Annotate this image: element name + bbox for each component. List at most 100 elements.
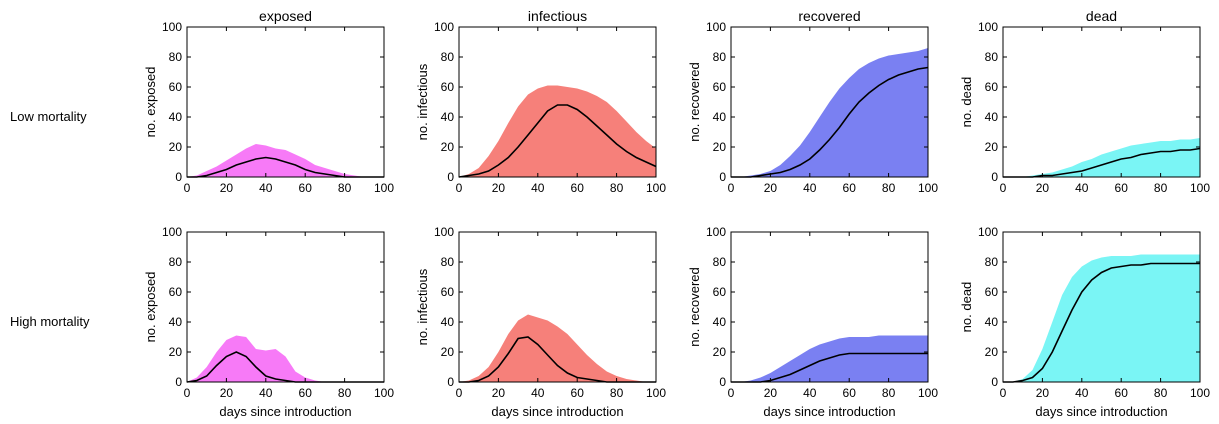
y-tick-label: 0 [447,170,454,184]
x-tick-label: 20 [492,181,506,195]
x-tick-label: 40 [1075,386,1089,400]
area-range-high-mortality-exposed [187,335,384,382]
y-tick-label: 60 [713,285,727,299]
x-tick-label: 40 [531,181,545,195]
y-tick-label: 60 [441,80,455,94]
y-tick-label: 80 [985,255,999,269]
x-axis-label: days since introduction [763,404,895,419]
y-tick-label: 80 [169,255,183,269]
y-tick-label: 0 [447,375,454,389]
area-range-low-mortality-infectious [459,85,656,177]
x-tick-label: 60 [299,181,313,195]
x-tick-label: 20 [220,386,234,400]
panel-high-mortality-infectious: 0 20 40 60 80 100 0 20 40 60 80 100 no. infectious da… [415,225,666,419]
y-tick-label: 60 [441,285,455,299]
panel-low-mortality-recovered: 0 20 40 60 80 100 0 20 40 60 80 100 no. recovered rec… [687,8,938,195]
x-tick-label: 20 [492,386,506,400]
x-tick-label: 100 [374,386,394,400]
y-axis-label: no. exposed [143,272,158,343]
x-tick-label: 80 [1154,386,1168,400]
axes-box-high-mortality-exposed [186,231,385,383]
y-tick-label: 60 [713,80,727,94]
x-tick-label: 60 [571,386,585,400]
panel-low-mortality-exposed: 0 20 40 60 80 100 0 20 40 60 80 100 no. exposed expos… [143,8,394,195]
y-tick-label: 100 [978,225,998,239]
y-tick-label: 20 [169,140,183,154]
panel-title: exposed [259,8,312,24]
y-tick-label: 100 [706,225,726,239]
x-axis-label: days since introduction [1035,404,1167,419]
y-tick-label: 20 [985,140,999,154]
axes-box-high-mortality-infectious [458,231,657,383]
axes-box-low-mortality-infectious [458,26,657,178]
mean-line-low-mortality-infectious [458,104,657,178]
y-tick-label: 20 [441,345,455,359]
y-axis-label: no. exposed [143,67,158,138]
mean-line-low-mortality-recovered [731,66,929,178]
y-tick-label: 40 [441,315,455,329]
x-tick-label: 0 [456,386,463,400]
panel-title: recovered [798,8,860,24]
y-tick-label: 0 [175,375,182,389]
y-tick-label: 0 [991,170,998,184]
y-tick-label: 20 [441,140,455,154]
axes-box-low-mortality-recovered [730,26,929,178]
x-tick-label: 80 [1154,181,1168,195]
x-tick-label: 40 [259,181,273,195]
x-tick-label: 80 [882,181,896,195]
x-tick-label: 100 [918,386,938,400]
x-tick-label: 60 [1115,386,1129,400]
y-axis-label: no. infectious [415,268,430,345]
y-tick-label: 80 [441,50,455,64]
y-tick-label: 60 [985,285,999,299]
y-tick-label: 60 [169,285,183,299]
y-tick-label: 40 [169,110,183,124]
axes-box-high-mortality-recovered [730,231,929,383]
x-tick-label: 40 [531,386,545,400]
axes-box-high-mortality-dead [1002,231,1201,383]
y-tick-label: 100 [434,225,454,239]
axes-box-low-mortality-exposed [186,26,385,178]
y-tick-label: 0 [991,375,998,389]
panel-high-mortality-exposed: 0 20 40 60 80 100 0 20 40 60 80 100 no. exposed days … [143,225,394,419]
x-tick-label: 60 [843,386,857,400]
panel-grid: 0 20 40 60 80 100 0 20 40 60 80 100 no. exposed expos… [143,8,1210,419]
y-axis-label: no. dead [959,77,974,128]
y-tick-label: 40 [441,110,455,124]
x-tick-label: 100 [918,181,938,195]
x-tick-label: 60 [1115,181,1129,195]
y-tick-label: 20 [713,140,727,154]
x-tick-label: 0 [184,386,191,400]
x-tick-label: 100 [374,181,394,195]
x-axis-label: days since introduction [491,404,623,419]
y-tick-label: 0 [719,375,726,389]
area-range-high-mortality-infectious [459,314,656,382]
y-tick-label: 60 [985,80,999,94]
x-tick-label: 60 [571,181,585,195]
x-tick-label: 0 [1000,386,1007,400]
x-tick-label: 80 [882,386,896,400]
y-tick-label: 40 [713,110,727,124]
x-tick-label: 80 [338,181,352,195]
mean-line-high-mortality-dead [1003,262,1200,383]
x-tick-label: 0 [728,386,735,400]
x-tick-label: 40 [803,386,817,400]
panel-high-mortality-dead: 0 20 40 60 80 100 0 20 40 60 80 100 no. dead days sin… [959,225,1210,419]
y-tick-label: 80 [441,255,455,269]
panel-title: dead [1086,8,1117,24]
x-tick-label: 40 [1075,181,1089,195]
y-tick-label: 100 [162,225,182,239]
y-tick-label: 40 [985,110,999,124]
x-tick-label: 100 [1190,181,1210,195]
row-label-low-mortality: Low mortality [10,109,87,124]
y-tick-label: 40 [713,315,727,329]
y-axis-label: no. recovered [687,62,702,142]
y-tick-label: 20 [169,345,183,359]
y-tick-label: 20 [713,345,727,359]
y-tick-label: 80 [169,50,183,64]
x-tick-label: 20 [1036,386,1050,400]
x-tick-label: 100 [646,386,666,400]
x-tick-label: 60 [843,181,857,195]
y-tick-label: 40 [985,315,999,329]
